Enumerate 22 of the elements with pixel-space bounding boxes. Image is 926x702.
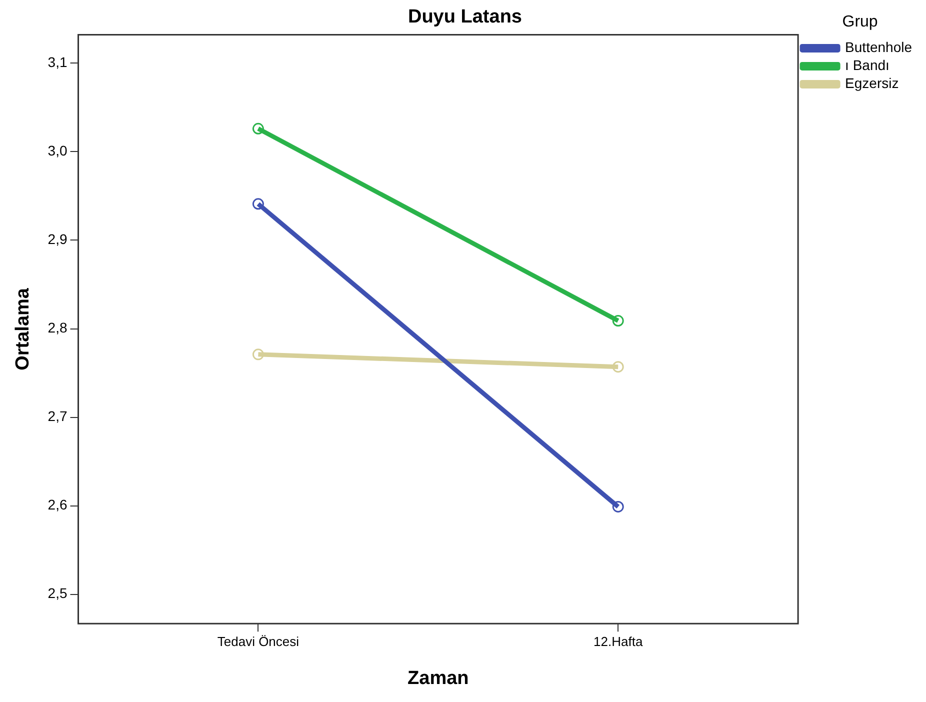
legend-label: ı Bandı xyxy=(845,57,890,74)
point xyxy=(612,315,624,327)
legend-label: Egzersiz xyxy=(845,75,899,92)
x-tick-label: Tedavi Öncesi xyxy=(217,634,300,649)
legend-label: Buttenhole xyxy=(845,39,912,56)
y-axis-title: Ortalama xyxy=(12,288,34,370)
y-tick-label: 2,8 xyxy=(48,320,68,336)
x-tick-label: 12.Hafta xyxy=(594,634,644,649)
point xyxy=(612,500,624,512)
point xyxy=(252,348,264,360)
x-axis-title: Zaman xyxy=(408,668,469,689)
y-tick-label: 3,1 xyxy=(48,54,68,70)
point xyxy=(252,198,264,210)
chart-title: Duyu Latans xyxy=(408,6,522,28)
y-tick-label: 2,5 xyxy=(48,585,68,602)
y-tick-label: 2,9 xyxy=(48,231,68,248)
point xyxy=(252,122,264,134)
y-tick-label: 3,0 xyxy=(48,142,68,159)
y-tick-label: 2,7 xyxy=(48,408,68,424)
legend-title: Grup xyxy=(842,13,878,30)
point xyxy=(612,361,624,373)
y-tick-label: 2,6 xyxy=(48,496,68,513)
